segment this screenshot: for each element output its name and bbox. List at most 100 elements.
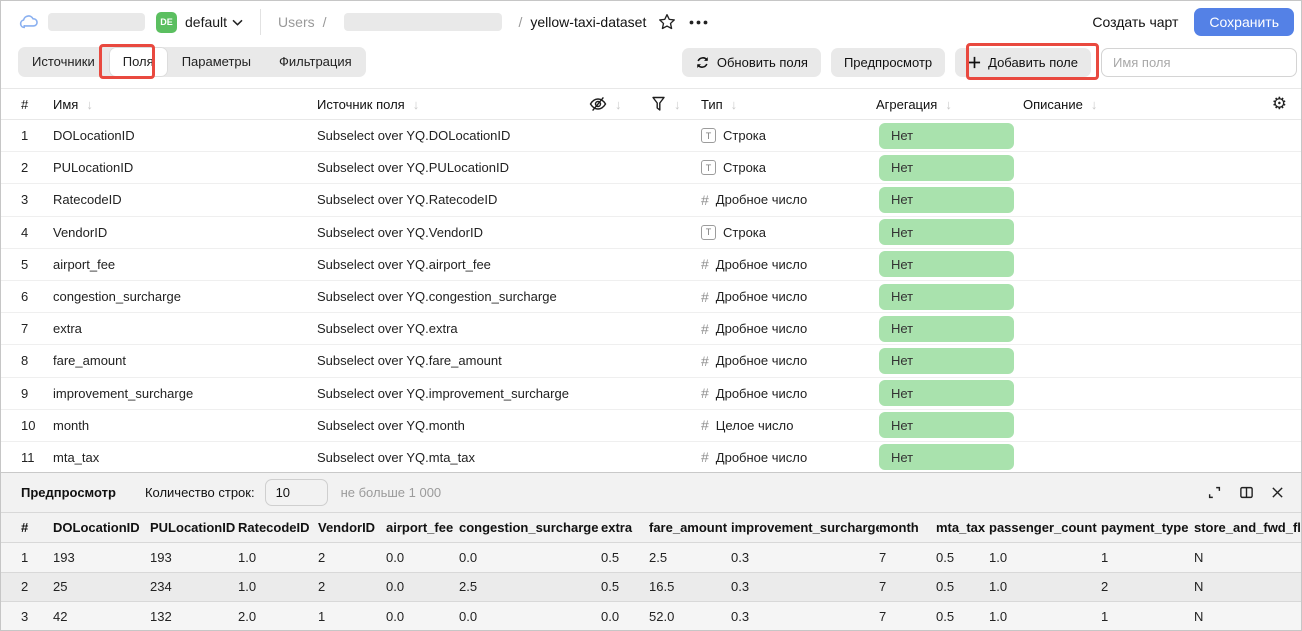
add-field-button[interactable]: Добавить поле: [955, 47, 1091, 77]
more-actions-icon[interactable]: [689, 20, 708, 25]
preview-col-header: DOLocationID: [53, 512, 150, 543]
field-type[interactable]: # Дробное число: [701, 321, 876, 337]
row-count-input[interactable]: [264, 479, 328, 506]
aggregation-select[interactable]: Нет: [879, 186, 1014, 213]
table-row[interactable]: 7 extra Subselect over YQ.extra # Дробное чи…: [1, 313, 1301, 346]
field-type[interactable]: # Дробное число: [701, 289, 876, 305]
preview-data-row: 2 25 234 1.0 2 0.0 2.5 0.5 16.5 0.3 7 0.5 1.0 2 N: [1, 572, 1301, 603]
fields-col-filter[interactable]: ↓: [651, 96, 701, 112]
number-type-icon: #: [701, 385, 709, 402]
table-row[interactable]: 5 airport_fee Subselect over YQ.airport_fe…: [1, 249, 1301, 281]
field-name[interactable]: RatecodeID: [53, 192, 122, 208]
field-type-label: Дробное число: [715, 321, 808, 337]
string-type-icon: T: [701, 128, 716, 144]
field-name[interactable]: airport_fee: [53, 256, 116, 272]
fields-col-source-label: Источник поля: [317, 96, 405, 112]
table-row[interactable]: 2 PULocationID Subselect over YQ.PULocatio…: [1, 152, 1301, 185]
cloud-logo-icon: [19, 14, 40, 30]
field-name[interactable]: mta_tax: [53, 449, 100, 465]
field-type-label: Дробное число: [715, 449, 808, 465]
fields-col-type[interactable]: Тип ↓: [701, 97, 876, 112]
preview-cell: N: [1194, 572, 1301, 603]
field-aggregation: Нет: [876, 154, 1023, 181]
toolbar-row: Источники Поля Параметры Фильтрация Обно…: [18, 47, 1297, 77]
environment-selector[interactable]: default: [185, 14, 243, 30]
field-name[interactable]: improvement_surcharge: [53, 385, 194, 401]
preview-cell: 1.0: [989, 601, 1101, 630]
preview-cell: 1.0: [238, 542, 318, 573]
field-name[interactable]: fare_amount: [53, 353, 126, 369]
aggregation-select[interactable]: Нет: [879, 347, 1014, 374]
aggregation-select[interactable]: Нет: [879, 219, 1014, 246]
field-type-label: Дробное число: [715, 256, 808, 272]
preview-col-header: month: [879, 512, 936, 543]
close-preview-icon[interactable]: [1271, 486, 1284, 499]
expand-preview-icon[interactable]: [1207, 485, 1222, 500]
add-field-label: Добавить поле: [988, 54, 1078, 70]
field-name[interactable]: VendorID: [53, 224, 108, 240]
field-type[interactable]: # Дробное число: [701, 449, 876, 465]
aggregation-select[interactable]: Нет: [879, 122, 1014, 149]
field-name[interactable]: month: [53, 417, 90, 433]
field-type[interactable]: # Дробное число: [701, 353, 876, 369]
field-type[interactable]: T Строка: [701, 160, 876, 176]
field-type[interactable]: T Строка: [701, 128, 876, 144]
fields-col-name[interactable]: Имя ↓: [53, 97, 317, 112]
preview-cell: 1.0: [989, 542, 1101, 573]
preview-toggle-button[interactable]: Предпросмотр: [830, 47, 946, 77]
fields-col-description-label: Описание: [1023, 96, 1083, 112]
table-row[interactable]: 11 mta_tax Subselect over YQ.mta_tax # Дробн…: [1, 442, 1301, 474]
fields-col-source[interactable]: Источник поля ↓: [317, 97, 589, 112]
field-type[interactable]: # Дробное число: [701, 385, 876, 401]
aggregation-select[interactable]: Нет: [879, 412, 1014, 439]
split-view-icon[interactable]: [1239, 485, 1254, 500]
aggregation-select[interactable]: Нет: [879, 283, 1014, 310]
preview-cell: 0.0: [386, 601, 459, 630]
preview-cell: 0.5: [601, 542, 649, 573]
field-name[interactable]: congestion_surcharge: [53, 289, 181, 305]
preview-cell: 1.0: [238, 572, 318, 603]
favorite-star-icon[interactable]: [658, 13, 676, 31]
preview-cell: 2.0: [238, 601, 318, 630]
aggregation-select[interactable]: Нет: [879, 444, 1014, 471]
field-aggregation: Нет: [876, 412, 1023, 439]
aggregation-select[interactable]: Нет: [879, 315, 1014, 342]
field-type-label: Дробное число: [715, 289, 808, 305]
tab-sources[interactable]: Источники: [32, 54, 95, 69]
fields-col-description[interactable]: Описание ↓: [1023, 97, 1257, 112]
table-row[interactable]: 10 month Subselect over YQ.month # Целое чис…: [1, 410, 1301, 442]
field-name[interactable]: PULocationID: [53, 160, 134, 176]
fields-col-hidden[interactable]: ↓: [589, 95, 651, 113]
aggregation-select[interactable]: Нет: [879, 154, 1014, 181]
preview-title: Предпросмотр: [21, 485, 116, 500]
field-name[interactable]: extra: [53, 321, 82, 337]
tab-fields[interactable]: Поля: [108, 47, 168, 77]
field-row-number: 7: [21, 321, 29, 337]
field-source: Subselect over YQ.airport_fee: [317, 256, 491, 272]
breadcrumb-root[interactable]: Users: [278, 14, 315, 30]
table-row[interactable]: 9 improvement_surcharge Subselect over YQ.…: [1, 378, 1301, 410]
refresh-fields-button[interactable]: Обновить поля: [681, 47, 821, 77]
tab-filtering[interactable]: Фильтрация: [279, 54, 352, 69]
aggregation-select[interactable]: Нет: [879, 380, 1014, 407]
tab-parameters[interactable]: Параметры: [181, 54, 251, 69]
field-search-input[interactable]: [1101, 47, 1297, 77]
save-button[interactable]: Сохранить: [1194, 8, 1294, 36]
table-row[interactable]: 1 DOLocationID Subselect over YQ.DOLocatio…: [1, 120, 1301, 153]
table-settings-gear-icon[interactable]: ⚙: [1271, 94, 1287, 113]
field-type[interactable]: # Дробное число: [701, 192, 876, 208]
field-type[interactable]: # Дробное число: [701, 256, 876, 272]
field-aggregation: Нет: [876, 315, 1023, 342]
table-row[interactable]: 4 VendorID Subselect over YQ.VendorID T Стро…: [1, 217, 1301, 249]
table-row[interactable]: 6 congestion_surcharge Subselect over YQ.c…: [1, 281, 1301, 314]
preview-header-row: # DOLocationID PULocationID RatecodeID Vendo…: [1, 512, 1301, 543]
fields-col-aggregation[interactable]: Агрегация ↓: [876, 97, 1023, 112]
field-name[interactable]: DOLocationID: [53, 128, 135, 144]
field-type[interactable]: T Строка: [701, 224, 876, 240]
table-row[interactable]: 3 RatecodeID Subselect over YQ.RatecodeID #…: [1, 184, 1301, 217]
preview-col-header: PULocationID: [150, 512, 238, 543]
table-row[interactable]: 8 fare_amount Subselect over YQ.fare_amoun…: [1, 345, 1301, 378]
create-chart-button[interactable]: Создать чарт: [1092, 14, 1179, 30]
field-type[interactable]: # Целое число: [701, 417, 876, 433]
aggregation-select[interactable]: Нет: [879, 251, 1014, 278]
